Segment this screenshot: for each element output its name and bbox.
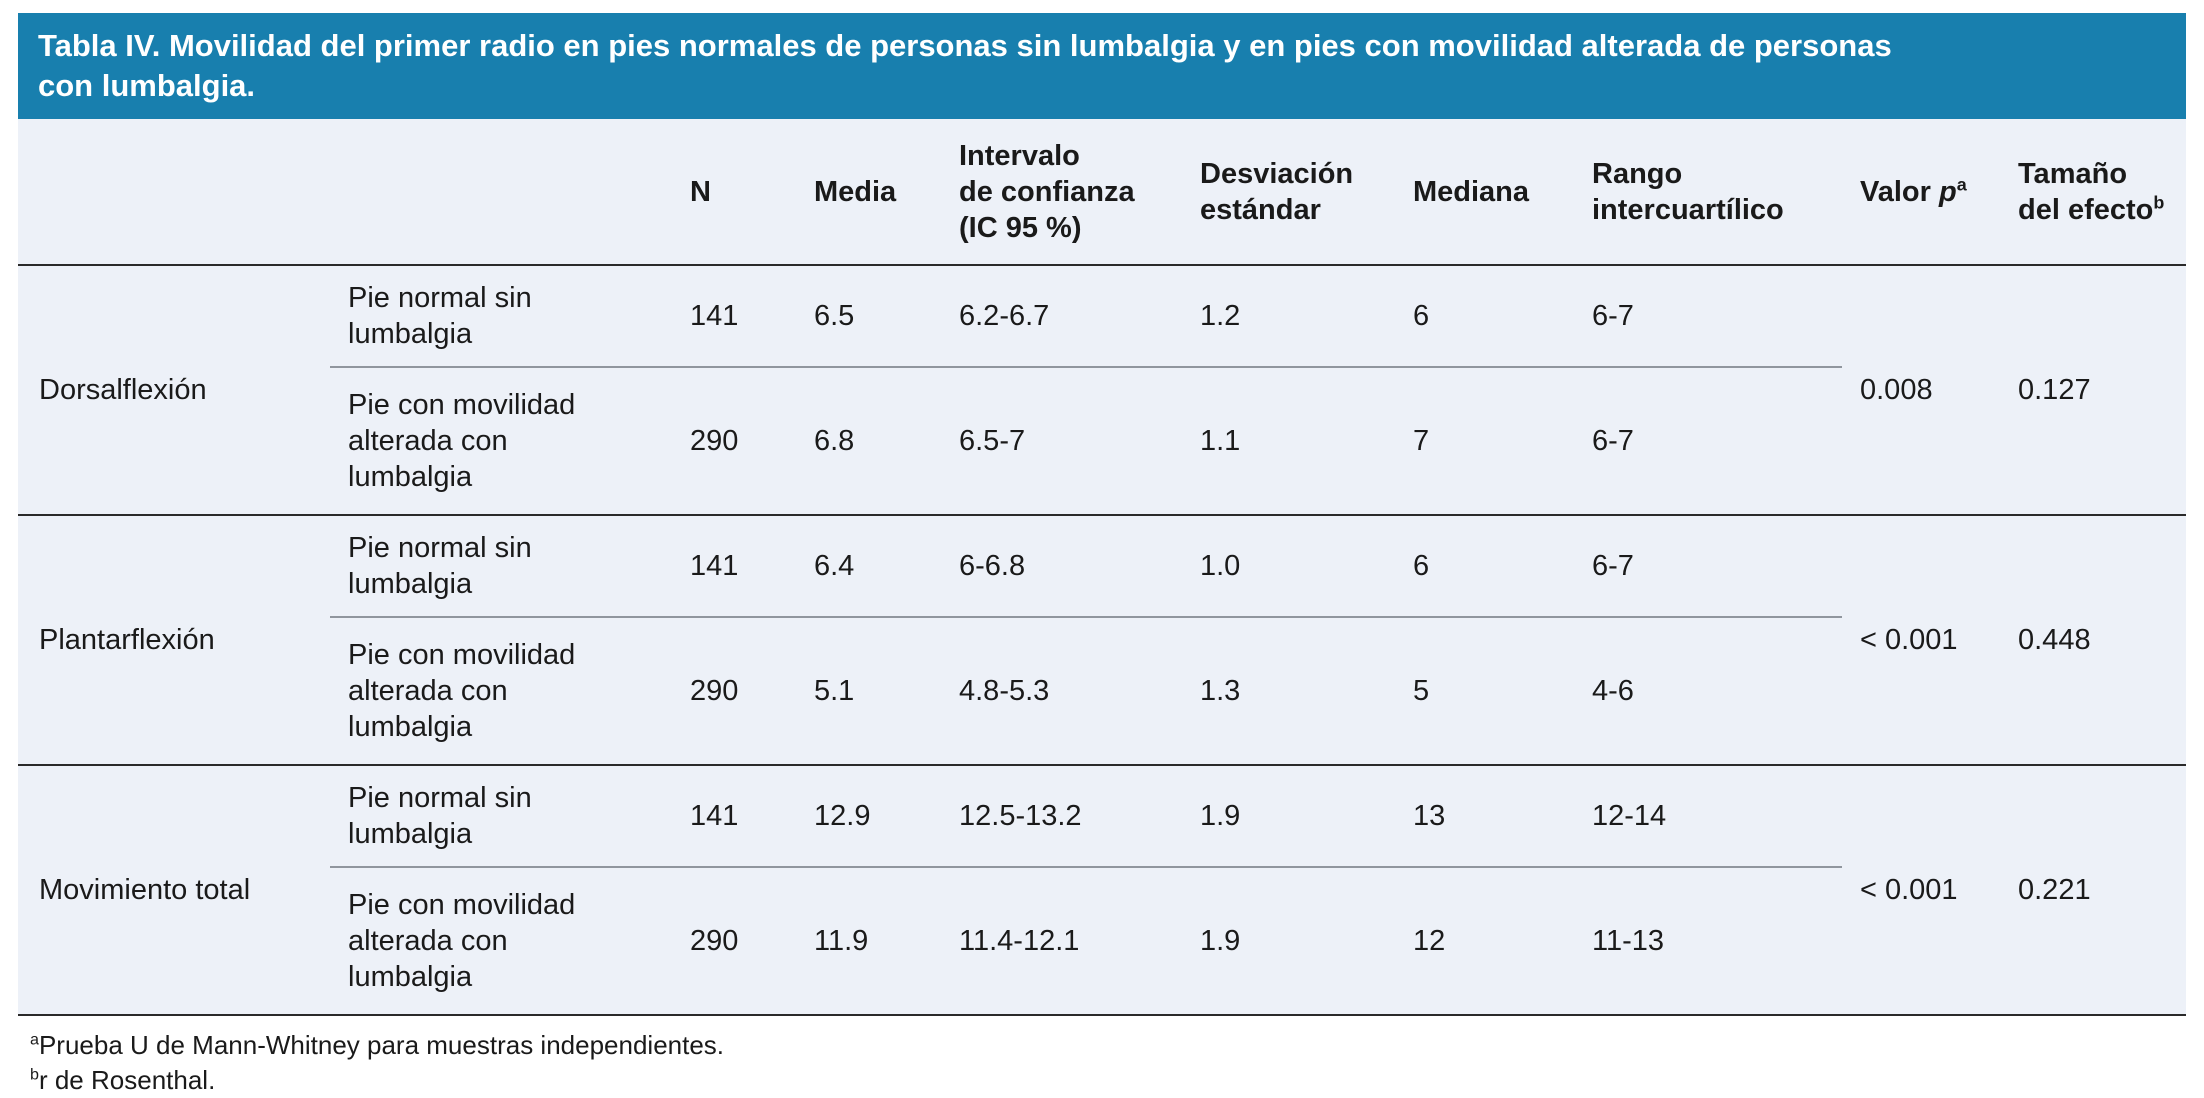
cell-rango: 6-7	[1574, 515, 1842, 618]
cell-media: 6.4	[796, 515, 941, 618]
header-cell-effect: Tamaño del efectob	[2000, 119, 2186, 266]
cell-sd: 1.3	[1182, 617, 1395, 766]
cell-media: 5.1	[796, 617, 941, 766]
header-cell-ic: Intervalo de confianza (IC 95 %)	[941, 119, 1182, 266]
header-cell-n: N	[672, 119, 796, 266]
cell-ic: 11.4-12.1	[941, 867, 1182, 1016]
table-row: Pie con movilidad alterada con lumbalgia…	[18, 867, 2186, 1016]
cell-media: 11.9	[796, 867, 941, 1016]
table-row: Dorsalflexión Pie normal sin lumbalgia 1…	[18, 265, 2186, 516]
table-row: Pie con movilidad alterada con lumbalgia…	[18, 617, 2186, 766]
cell-mediana: 7	[1395, 367, 1574, 516]
header-cell-mediana: Mediana	[1395, 119, 1574, 266]
header-cell-media: Media	[796, 119, 941, 266]
cell-sd: 1.1	[1182, 367, 1395, 516]
cell-rango: 4-6	[1574, 617, 1842, 766]
condition-label: Pie normal sin lumbalgia	[330, 265, 672, 368]
cell-effect: 0.127	[2000, 265, 2186, 516]
cell-media: 6.8	[796, 367, 941, 516]
condition-label: Pie con movilidad alterada con lumbalgia	[330, 367, 672, 516]
cell-mediana: 12	[1395, 867, 1574, 1016]
cell-n: 141	[672, 265, 796, 368]
footnotes: aPrueba U de Mann-Whitney para muestras …	[18, 1028, 2186, 1098]
cell-rango: 6-7	[1574, 367, 1842, 516]
condition-label: Pie con movilidad alterada con lumbalgia	[330, 867, 672, 1016]
header-cell-rango: Rango intercuartílico	[1574, 119, 1842, 266]
condition-label: Pie con movilidad alterada con lumbalgia	[330, 617, 672, 766]
valor-p-sup: a	[1956, 173, 1967, 194]
cell-media: 12.9	[796, 765, 941, 868]
cell-effect: 0.448	[2000, 515, 2186, 766]
cell-ic: 6.5-7	[941, 367, 1182, 516]
cell-rango: 11-13	[1574, 867, 1842, 1016]
cell-n: 141	[672, 765, 796, 868]
cell-valor-p: < 0.001	[1842, 765, 2000, 1016]
table-row: Pie con movilidad alterada con lumbalgia…	[18, 367, 2186, 516]
table-title: Tabla IV. Movilidad del primer radio en …	[18, 13, 2186, 119]
header-cell-condition	[330, 119, 672, 266]
group-label-dorsalflexion: Dorsalflexión	[18, 265, 330, 516]
cell-mediana: 6	[1395, 265, 1574, 368]
footnote-a-marker: a	[30, 1030, 39, 1049]
footnote-b: br de Rosenthal.	[30, 1063, 2186, 1098]
cell-ic: 4.8-5.3	[941, 617, 1182, 766]
footnote-b-marker: b	[30, 1065, 39, 1084]
cell-n: 290	[672, 617, 796, 766]
header-cell-sd: Desviación estándar	[1182, 119, 1395, 266]
cell-n: 290	[672, 867, 796, 1016]
cell-rango: 6-7	[1574, 265, 1842, 368]
header-cell-group	[18, 119, 330, 266]
cell-ic: 6.2-6.7	[941, 265, 1182, 368]
cell-rango: 12-14	[1574, 765, 1842, 868]
footnote-a-text: Prueba U de Mann-Whitney para muestras i…	[38, 1030, 725, 1060]
valor-p-label: Valor	[1860, 175, 1939, 208]
valor-p-italic: p	[1939, 175, 1957, 208]
cell-sd: 1.2	[1182, 265, 1395, 368]
cell-sd: 1.9	[1182, 765, 1395, 868]
cell-ic: 6-6.8	[941, 515, 1182, 618]
cell-sd: 1.9	[1182, 867, 1395, 1016]
cell-valor-p: < 0.001	[1842, 515, 2000, 766]
cell-effect: 0.221	[2000, 765, 2186, 1016]
footnote-b-text: r de Rosenthal.	[38, 1065, 216, 1095]
cell-valor-p: 0.008	[1842, 265, 2000, 516]
data-table: N Media Intervalo de confianza (IC 95 %)…	[18, 119, 2186, 1016]
header-row: N Media Intervalo de confianza (IC 95 %)…	[18, 119, 2186, 266]
group-label-plantarflexion: Plantarflexión	[18, 515, 330, 766]
condition-label: Pie normal sin lumbalgia	[330, 515, 672, 618]
cell-media: 6.5	[796, 265, 941, 368]
effect-sup: b	[2153, 191, 2165, 212]
effect-label: Tamaño del efecto	[2018, 157, 2154, 226]
cell-n: 141	[672, 515, 796, 618]
table-figure: Tabla IV. Movilidad del primer radio en …	[18, 13, 2186, 1098]
condition-label: Pie normal sin lumbalgia	[330, 765, 672, 868]
cell-ic: 12.5-13.2	[941, 765, 1182, 868]
group-label-movimiento-total: Movimiento total	[18, 765, 330, 1016]
cell-mediana: 13	[1395, 765, 1574, 868]
cell-mediana: 5	[1395, 617, 1574, 766]
footnote-a: aPrueba U de Mann-Whitney para muestras …	[30, 1028, 2186, 1063]
table-row: Movimiento total Pie normal sin lumbalgi…	[18, 765, 2186, 1016]
cell-sd: 1.0	[1182, 515, 1395, 618]
cell-n: 290	[672, 367, 796, 516]
cell-mediana: 6	[1395, 515, 1574, 618]
table-row: Plantarflexión Pie normal sin lumbalgia …	[18, 515, 2186, 766]
header-cell-valor-p: Valor pa	[1842, 119, 2000, 266]
